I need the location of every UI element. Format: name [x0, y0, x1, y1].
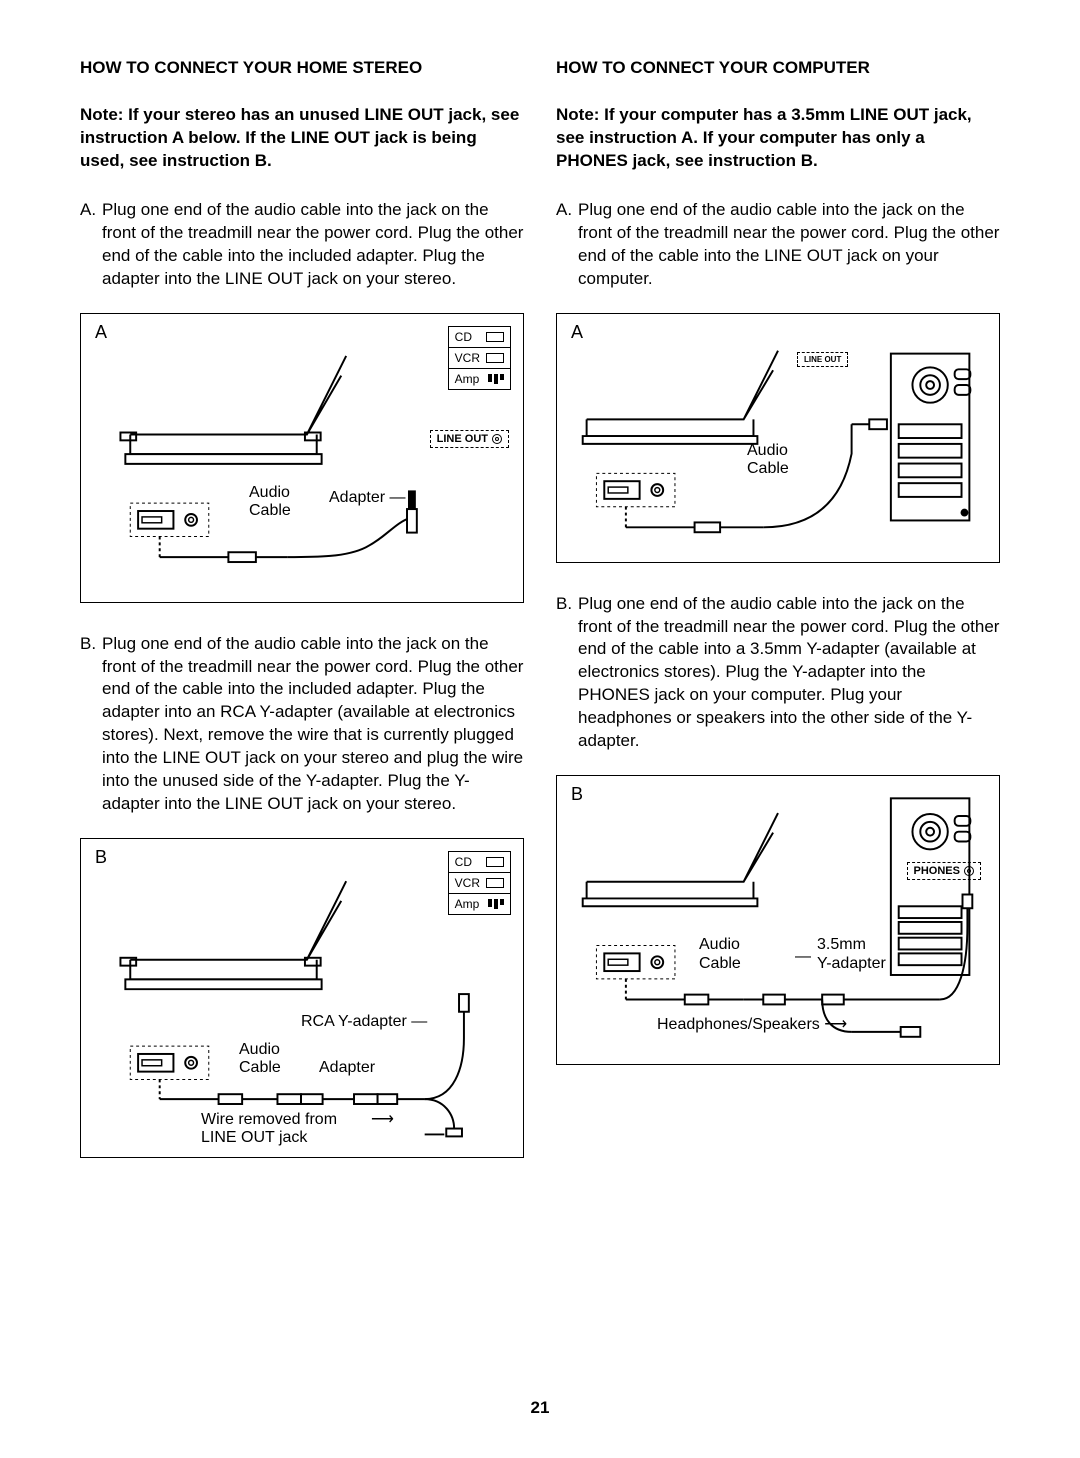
right-figure-b: B: [556, 775, 1000, 1065]
eq-bar-icon: [500, 899, 504, 905]
adapter-text: Adapter: [329, 489, 385, 506]
eq-bar-icon: [500, 374, 504, 380]
wire-text: Wire removed from LINE OUT jack: [201, 1111, 337, 1146]
lineout-label: LINE OUT: [430, 430, 509, 448]
yadapter-label: 3.5mm Y-adapter: [817, 936, 886, 973]
instr-body: Plug one end of the audio cable into the…: [102, 199, 524, 291]
eq-bar-icon: [488, 899, 492, 907]
stack-vcr: VCR: [455, 876, 480, 890]
instr-body: Plug one end of the audio cable into the…: [578, 593, 1000, 754]
phones-label: PHONES: [907, 862, 981, 880]
instr-letter: A.: [80, 199, 102, 291]
figure-label: A: [571, 322, 583, 343]
stack-amp: Amp: [455, 897, 480, 911]
slot-icon: [486, 878, 504, 888]
right-figure-a: A: [556, 313, 1000, 563]
slot-icon: [486, 857, 504, 867]
instr-body: Plug one end of the audio cable into the…: [102, 633, 524, 817]
stack-cd: CD: [455, 855, 472, 869]
page-number: 21: [80, 1398, 1000, 1418]
audio-cable-label: Audio Cable: [249, 484, 291, 521]
figure-label: B: [571, 784, 583, 805]
left-figure-a: A: [80, 313, 524, 603]
audio-cable-label: Audio Cable: [747, 442, 789, 479]
left-note: Note: If your stereo has an unused LINE …: [80, 104, 524, 173]
headphones-text: Headphones/Speakers: [657, 1016, 820, 1033]
eq-bar-icon: [494, 899, 498, 909]
instr-letter: B.: [556, 593, 578, 754]
phones-text: PHONES: [914, 865, 960, 877]
left-figure-b: B: [80, 838, 524, 1158]
right-column: HOW TO CONNECT YOUR COMPUTER Note: If yo…: [556, 58, 1000, 1188]
stereo-stack: CD VCR Amp: [448, 326, 511, 390]
slot-icon: [486, 332, 504, 342]
rca-label: RCA Y-adapter —: [301, 1013, 427, 1031]
adapter-label: Adapter: [319, 1059, 375, 1077]
stack-amp: Amp: [455, 372, 480, 386]
adapter-label: Adapter —: [329, 489, 406, 507]
right-instruction-b: B. Plug one end of the audio cable into …: [556, 593, 1000, 754]
stack-cd: CD: [455, 330, 472, 344]
wire-label: Wire removed from LINE OUT jack: [201, 1111, 337, 1148]
figure-label: A: [95, 322, 107, 343]
jack-icon: [492, 434, 502, 444]
left-instruction-a: A. Plug one end of the audio cable into …: [80, 199, 524, 291]
diagram-svg: [567, 324, 989, 554]
lineout-text: LINE OUT: [804, 355, 841, 364]
page: HOW TO CONNECT YOUR HOME STEREO Note: If…: [0, 0, 1080, 1458]
jack-icon: [964, 866, 974, 876]
headphones-label: Headphones/Speakers ⟶: [657, 1016, 847, 1034]
instr-body: Plug one end of the audio cable into the…: [578, 199, 1000, 291]
rca-text: RCA Y-adapter: [301, 1013, 407, 1030]
instr-letter: A.: [556, 199, 578, 291]
arrow-icon: ⟶: [371, 1111, 394, 1129]
divider-icon: —: [795, 948, 811, 966]
left-instruction-b: B. Plug one end of the audio cable into …: [80, 633, 524, 817]
eq-bar-icon: [494, 374, 498, 384]
left-heading: HOW TO CONNECT YOUR HOME STEREO: [80, 58, 524, 78]
figure-label: B: [95, 847, 107, 868]
slot-icon: [486, 353, 504, 363]
left-column: HOW TO CONNECT YOUR HOME STEREO Note: If…: [80, 58, 524, 1188]
two-column-layout: HOW TO CONNECT YOUR HOME STEREO Note: If…: [80, 58, 1000, 1188]
lineout-text: LINE OUT: [437, 433, 488, 445]
instr-letter: B.: [80, 633, 102, 817]
right-note: Note: If your computer has a 3.5mm LINE …: [556, 104, 1000, 173]
audio-cable-label: Audio Cable: [699, 936, 741, 973]
lineout-label: LINE OUT: [797, 352, 848, 367]
stack-vcr: VCR: [455, 351, 480, 365]
right-instruction-a: A. Plug one end of the audio cable into …: [556, 199, 1000, 291]
stereo-stack: CD VCR Amp: [448, 851, 511, 915]
eq-bar-icon: [488, 374, 492, 382]
audio-cable-label: Audio Cable: [239, 1041, 281, 1078]
right-heading: HOW TO CONNECT YOUR COMPUTER: [556, 58, 1000, 78]
